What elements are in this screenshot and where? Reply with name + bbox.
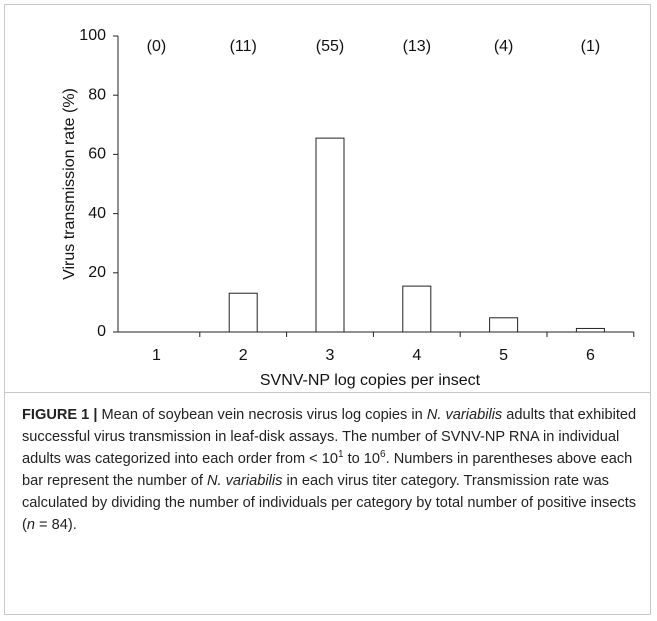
x-tick-label: 6 bbox=[586, 347, 595, 364]
chart: SVNV-NP log copies per insect Virus tran… bbox=[61, 27, 635, 389]
figure-frame bbox=[4, 4, 651, 615]
caption-italic: N. variabilis bbox=[206, 473, 283, 489]
bar bbox=[489, 317, 519, 333]
caption: FIGURE 1 | Mean of soybean vein necrosis… bbox=[22, 404, 640, 536]
x-tick-label: 2 bbox=[239, 347, 248, 364]
caption-text: to 10 bbox=[343, 451, 381, 467]
divider bbox=[4, 392, 651, 393]
count-label: (4) bbox=[494, 38, 514, 55]
y-tick-label: 40 bbox=[88, 205, 106, 222]
count-label: (11) bbox=[230, 38, 257, 55]
x-tick-label: 5 bbox=[499, 347, 508, 364]
y-tick-label: 0 bbox=[97, 323, 106, 340]
bar bbox=[315, 137, 345, 333]
x-tick-label: 4 bbox=[412, 347, 421, 364]
x-axis-title: SVNV-NP log copies per insect bbox=[260, 372, 481, 389]
caption-italic: n bbox=[26, 517, 35, 533]
caption-label: FIGURE 1 | bbox=[22, 407, 98, 423]
bar bbox=[575, 327, 605, 333]
x-tick-label: 1 bbox=[152, 347, 161, 364]
y-axis-title: Virus transmission rate (%) bbox=[61, 88, 78, 280]
caption-text: Mean of soybean vein necrosis virus log … bbox=[101, 407, 427, 423]
caption-text: adults that exhibited successful virus t… bbox=[22, 407, 637, 467]
y-tick-label: 60 bbox=[88, 146, 106, 163]
bar bbox=[228, 292, 258, 333]
caption-italic: N. variabilis bbox=[426, 407, 503, 423]
count-label: (13) bbox=[403, 38, 431, 55]
count-label: (1) bbox=[581, 38, 601, 55]
y-tick-label: 80 bbox=[88, 86, 106, 103]
caption-text: = 84). bbox=[35, 517, 77, 533]
count-label: (55) bbox=[316, 38, 344, 55]
caption-text: . Numbers in parentheses above each bar … bbox=[22, 451, 633, 489]
y-tick-label: 100 bbox=[79, 27, 106, 44]
x-tick-label: 3 bbox=[326, 347, 335, 364]
caption-sup: 1 bbox=[337, 449, 344, 461]
count-label: (0) bbox=[147, 38, 167, 55]
caption-sup: 6 bbox=[380, 449, 386, 461]
caption-text: in each virus titer category. Transmissi… bbox=[22, 473, 637, 533]
y-tick-label: 20 bbox=[88, 264, 106, 281]
bar bbox=[402, 285, 432, 333]
